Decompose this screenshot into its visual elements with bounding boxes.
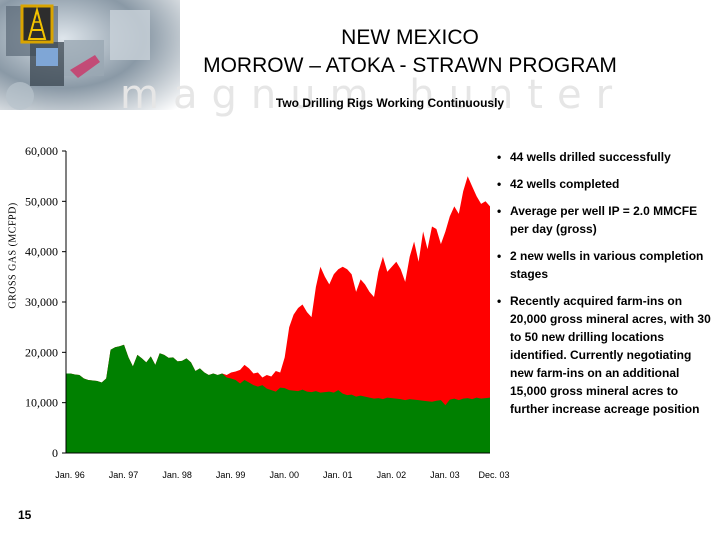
y-tick-label: 10,000 (25, 396, 58, 410)
x-tick-label: Jan. 97 (109, 470, 139, 480)
x-tick-label: Jan. 01 (323, 470, 353, 480)
x-tick-label: Dec. 03 (478, 470, 509, 480)
bullet-wells-completed: 42 wells completed (494, 175, 712, 193)
y-tick-label: 0 (52, 446, 58, 460)
x-tick-label: Jan. 98 (162, 470, 192, 480)
page-title-line1: NEW MEXICO (341, 26, 479, 49)
y-tick-label: 40,000 (25, 245, 58, 259)
y-tick-label: 50,000 (25, 194, 58, 208)
page-title-line2: MORROW – ATOKA - STRAWN PROGRAM (203, 54, 617, 77)
bullet-average-ip: Average per well IP = 2.0 MMCFE per day … (494, 202, 712, 238)
x-tick-label: Jan. 00 (269, 470, 299, 480)
chart-axes (62, 150, 490, 454)
y-tick-label: 20,000 (25, 345, 58, 359)
x-tick-label: Jan. 02 (377, 470, 407, 480)
page-number: 15 (18, 508, 32, 522)
x-tick-label: Jan. 96 (55, 470, 85, 480)
company-logo (0, 0, 180, 110)
watermark-text: magnum hunter (120, 72, 627, 118)
x-tick-labels: Jan. 96 Jan. 97 Jan. 98 Jan. 99 Jan. 00 Jan. … (55, 470, 509, 480)
page-subtitle: Two Drilling Rigs Working Continuously (275, 96, 505, 110)
chart-areas (66, 176, 490, 453)
y-axis-label: GROSS GAS (MCFPD) (7, 202, 19, 309)
bullet-list: 44 wells drilled successfully 42 wells c… (494, 148, 712, 418)
y-tick-label: 60,000 (25, 144, 58, 158)
bullet-wells-drilled: 44 wells drilled successfully (494, 148, 712, 166)
x-tick-label: Jan. 99 (216, 470, 246, 480)
bullet-farm-ins: Recently acquired farm-ins on 20,000 gro… (494, 292, 712, 418)
bullet-new-wells: 2 new wells in various completion stages (494, 247, 712, 283)
series-area-1 (66, 344, 490, 453)
y-tick-label: 30,000 (25, 295, 58, 309)
y-tick-labels: 0 10,000 20,000 30,000 40,000 50,000 60,000 (25, 144, 58, 460)
x-tick-label: Jan. 03 (430, 470, 460, 480)
